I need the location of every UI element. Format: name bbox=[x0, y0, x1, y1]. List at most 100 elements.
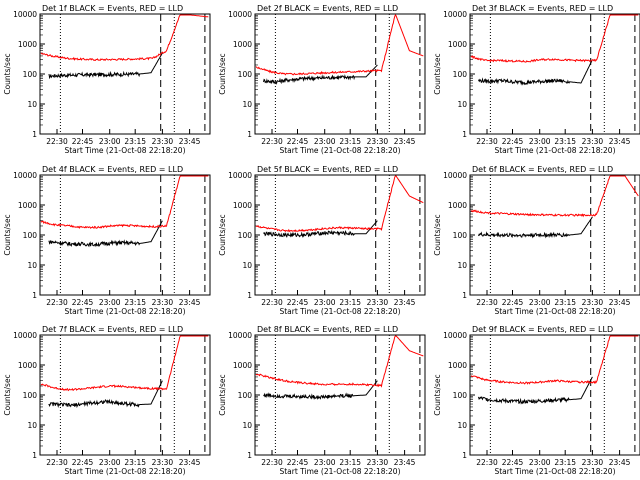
y-tick-label: 1000 bbox=[448, 201, 467, 210]
y-tick-label: 1 bbox=[247, 291, 252, 300]
panel-title: Det 9f BLACK = Events, RED = LLD bbox=[472, 325, 613, 334]
x-tick-label: 23:45 bbox=[179, 298, 201, 307]
y-tick-label: 10 bbox=[27, 100, 37, 109]
y-tick-label: 10000 bbox=[228, 331, 252, 340]
series-events-line bbox=[263, 380, 378, 401]
y-axis-label: Counts/sec bbox=[3, 214, 12, 255]
y-tick-label: 1000 bbox=[18, 361, 37, 370]
y-axis-label: Counts/sec bbox=[218, 374, 227, 415]
series-lld-line bbox=[40, 175, 209, 229]
y-tick-label: 10000 bbox=[13, 10, 37, 19]
plot-frame bbox=[39, 334, 211, 456]
x-tick-label: 23:00 bbox=[99, 137, 121, 146]
x-tick-label: 23:15 bbox=[124, 458, 146, 467]
y-tick-label: 100 bbox=[453, 391, 468, 400]
y-tick-label: 100 bbox=[238, 231, 253, 240]
x-tick-label: 22:30 bbox=[261, 458, 283, 467]
x-tick-label: 22:45 bbox=[72, 298, 94, 307]
series-events-line bbox=[48, 52, 163, 80]
x-tick-label: 23:30 bbox=[367, 298, 389, 307]
y-tick-label: 1 bbox=[462, 451, 467, 460]
y-tick-label: 10000 bbox=[13, 331, 37, 340]
x-tick-label: 23:45 bbox=[609, 298, 631, 307]
x-tick-label: 23:45 bbox=[179, 458, 201, 467]
panel-title: Det 5f BLACK = Events, RED = LLD bbox=[257, 165, 398, 174]
x-tick-label: 23:00 bbox=[314, 137, 336, 146]
y-axis-label: Counts/sec bbox=[433, 214, 442, 255]
panel-det-4: Det 4f BLACK = Events, RED = LLD 1 10 100 10… bbox=[3, 165, 211, 316]
x-tick-label: 23:15 bbox=[124, 137, 146, 146]
y-tick-label: 100 bbox=[453, 70, 468, 79]
y-tick-label: 10000 bbox=[228, 171, 252, 180]
y-tick-label: 1 bbox=[32, 291, 37, 300]
series-events-line bbox=[478, 216, 593, 239]
y-tick-label: 10000 bbox=[443, 171, 467, 180]
series-events-line bbox=[478, 59, 593, 86]
x-tick-label: 22:30 bbox=[46, 458, 68, 467]
x-tick-label: 22:30 bbox=[476, 458, 498, 467]
y-tick-label: 10 bbox=[457, 261, 467, 270]
y-tick-label: 1000 bbox=[233, 201, 252, 210]
x-tick-label: 23:00 bbox=[529, 458, 551, 467]
y-tick-label: 10 bbox=[457, 421, 467, 430]
y-tick-label: 10 bbox=[27, 261, 37, 270]
series-events-line bbox=[263, 64, 378, 85]
y-axis-label: Counts/sec bbox=[218, 53, 227, 94]
x-tick-label: 23:15 bbox=[554, 298, 576, 307]
x-tick-label: 23:00 bbox=[99, 458, 121, 467]
x-tick-label: 22:30 bbox=[261, 298, 283, 307]
x-tick-label: 23:45 bbox=[609, 137, 631, 146]
x-tick-label: 23:15 bbox=[339, 298, 361, 307]
y-tick-label: 10000 bbox=[443, 10, 467, 19]
panel-det-5: Det 5f BLACK = Events, RED = LLD 1 10 100 10… bbox=[218, 165, 426, 316]
panel-det-2: Det 2f BLACK = Events, RED = LLD 1 10 100 10… bbox=[218, 4, 426, 155]
panel-det-1: Det 1f BLACK = Events, RED = LLD 1 10 100 10… bbox=[3, 4, 211, 155]
x-axis-label: Start Time (21-Oct-08 22:18:20) bbox=[494, 467, 615, 476]
x-tick-label: 23:00 bbox=[314, 298, 336, 307]
y-axis-label: Counts/sec bbox=[3, 53, 12, 94]
x-tick-label: 23:15 bbox=[554, 458, 576, 467]
x-tick-label: 22:45 bbox=[287, 458, 309, 467]
series-lld-line bbox=[255, 175, 424, 233]
x-axis-label: Start Time (21-Oct-08 22:18:20) bbox=[494, 307, 615, 316]
x-tick-label: 23:30 bbox=[582, 298, 604, 307]
y-tick-label: 1000 bbox=[18, 201, 37, 210]
x-tick-label: 23:15 bbox=[339, 137, 361, 146]
y-tick-label: 1 bbox=[462, 291, 467, 300]
panel-title: Det 3f BLACK = Events, RED = LLD bbox=[472, 4, 613, 13]
x-axis-label: Start Time (21-Oct-08 22:18:20) bbox=[64, 467, 185, 476]
y-tick-label: 100 bbox=[23, 391, 38, 400]
series-lld-line bbox=[40, 14, 209, 62]
x-tick-label: 22:30 bbox=[261, 137, 283, 146]
x-tick-label: 22:30 bbox=[476, 137, 498, 146]
y-tick-label: 10 bbox=[242, 261, 252, 270]
y-axis-label: Counts/sec bbox=[218, 214, 227, 255]
x-axis-label: Start Time (21-Oct-08 22:18:20) bbox=[279, 467, 400, 476]
y-tick-label: 10 bbox=[242, 100, 252, 109]
x-tick-label: 23:00 bbox=[314, 458, 336, 467]
y-tick-label: 100 bbox=[238, 391, 253, 400]
x-axis-label: Start Time (21-Oct-08 22:18:20) bbox=[64, 307, 185, 316]
panel-title: Det 7f BLACK = Events, RED = LLD bbox=[42, 325, 183, 334]
panel-title: Det 8f BLACK = Events, RED = LLD bbox=[257, 325, 398, 334]
series-lld-line bbox=[470, 175, 639, 218]
y-tick-label: 1 bbox=[247, 130, 252, 139]
y-axis-label: Counts/sec bbox=[433, 53, 442, 94]
panel-title: Det 4f BLACK = Events, RED = LLD bbox=[42, 165, 183, 174]
x-tick-label: 23:00 bbox=[99, 298, 121, 307]
x-tick-label: 23:45 bbox=[179, 137, 201, 146]
x-tick-label: 23:45 bbox=[394, 137, 416, 146]
plot-frame bbox=[39, 174, 211, 296]
panel-title: Det 1f BLACK = Events, RED = LLD bbox=[42, 4, 183, 13]
x-tick-label: 22:45 bbox=[502, 137, 524, 146]
panel-title: Det 6f BLACK = Events, RED = LLD bbox=[472, 165, 613, 174]
y-tick-label: 10 bbox=[27, 421, 37, 430]
y-tick-label: 1000 bbox=[233, 361, 252, 370]
x-tick-label: 23:30 bbox=[582, 137, 604, 146]
x-tick-label: 22:45 bbox=[287, 137, 309, 146]
y-tick-label: 1 bbox=[462, 130, 467, 139]
y-tick-label: 1000 bbox=[448, 361, 467, 370]
y-tick-label: 100 bbox=[23, 70, 38, 79]
y-tick-label: 1000 bbox=[448, 40, 467, 49]
